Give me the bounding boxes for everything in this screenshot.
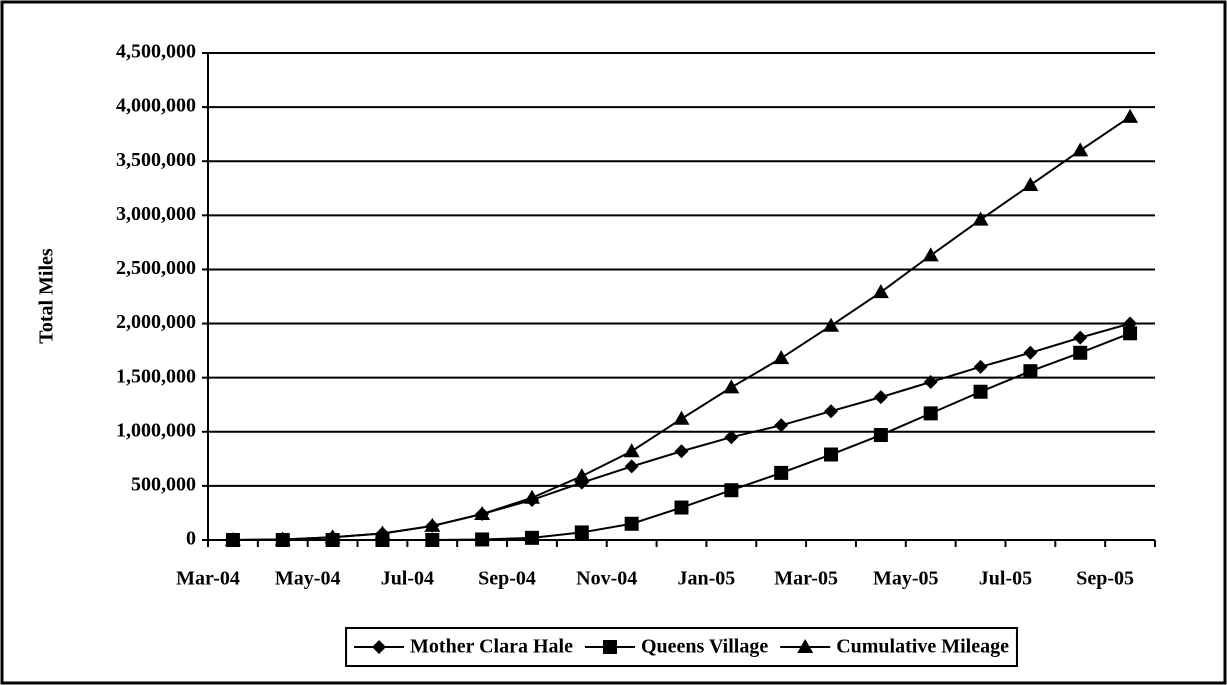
- marker: [724, 430, 739, 445]
- y-axis-title: Total Miles: [36, 248, 58, 344]
- marker: [425, 533, 440, 547]
- marker: [224, 532, 241, 546]
- marker: [1123, 326, 1138, 341]
- y-tick-label: 3,000,000: [116, 203, 196, 225]
- marker: [923, 374, 938, 389]
- x-tick-label: Jul-05: [979, 568, 1032, 590]
- marker: [823, 317, 840, 332]
- y-tick-label: 500,000: [131, 473, 196, 495]
- legend-label: Mother Clara Hale: [410, 636, 573, 658]
- legend-label: Queens Village: [641, 636, 768, 658]
- marker: [1122, 108, 1139, 123]
- marker: [1073, 330, 1088, 345]
- marker: [674, 500, 689, 515]
- marker: [973, 359, 988, 374]
- marker: [774, 418, 789, 433]
- legend-marker: [602, 640, 617, 654]
- x-tick-label: Mar-05: [774, 568, 838, 590]
- y-tick-label: 0: [186, 528, 196, 550]
- marker: [1072, 142, 1089, 157]
- marker: [773, 350, 790, 365]
- marker: [524, 530, 539, 545]
- legend-marker: [797, 639, 814, 653]
- legend-label: Cumulative Mileage: [836, 636, 1009, 658]
- marker: [624, 516, 639, 531]
- marker: [1073, 345, 1088, 360]
- x-tick-label: Mar-04: [176, 568, 240, 590]
- x-tick-label: Sep-05: [1076, 568, 1134, 590]
- legend-marker: [372, 640, 387, 654]
- marker: [923, 406, 938, 421]
- marker: [573, 468, 590, 483]
- marker: [824, 447, 839, 462]
- y-tick-label: 3,500,000: [116, 149, 196, 171]
- marker: [774, 465, 789, 480]
- legend-box: [345, 627, 1018, 667]
- marker: [674, 444, 689, 459]
- marker: [474, 506, 491, 521]
- y-tick-label: 4,000,000: [116, 95, 196, 117]
- y-tick-label: 4,500,000: [116, 41, 196, 63]
- marker: [274, 531, 291, 546]
- y-tick-label: 2,500,000: [116, 257, 196, 279]
- marker: [724, 483, 739, 498]
- marker: [723, 379, 740, 394]
- marker: [1023, 345, 1038, 360]
- marker: [673, 410, 690, 425]
- marker: [374, 525, 391, 540]
- marker: [574, 525, 589, 540]
- marker: [824, 404, 839, 419]
- marker: [623, 443, 640, 458]
- marker: [873, 428, 888, 443]
- marker: [1022, 177, 1039, 192]
- x-tick-label: Nov-04: [576, 568, 637, 590]
- marker: [873, 390, 888, 405]
- marker: [922, 247, 939, 262]
- marker: [872, 284, 889, 299]
- x-tick-label: May-04: [275, 568, 341, 590]
- x-tick-label: Sep-04: [478, 568, 536, 590]
- marker: [972, 211, 989, 226]
- x-tick-label: Jul-04: [381, 568, 434, 590]
- x-tick-label: May-05: [873, 568, 939, 590]
- marker: [624, 459, 639, 474]
- marker: [324, 529, 341, 544]
- marker: [523, 489, 540, 504]
- y-tick-label: 1,000,000: [116, 419, 196, 441]
- legend: Mother Clara Hale Queens Village Cumulativ…: [354, 636, 1009, 658]
- marker: [475, 532, 490, 547]
- x-tick-label: Jan-05: [678, 568, 736, 590]
- y-tick-label: 1,500,000: [116, 365, 196, 387]
- marker: [973, 384, 988, 399]
- y-tick-label: 2,000,000: [116, 311, 196, 333]
- marker: [1023, 364, 1038, 379]
- marker: [424, 517, 441, 532]
